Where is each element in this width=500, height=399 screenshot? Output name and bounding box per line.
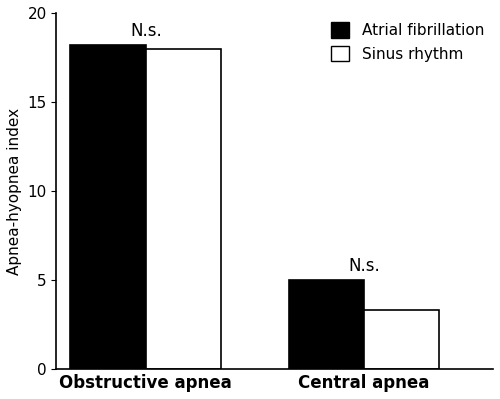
Text: N.s.: N.s. (348, 257, 380, 275)
Bar (364, 310, 440, 369)
Legend: Atrial fibrillation, Sinus rhythm: Atrial fibrillation, Sinus rhythm (325, 16, 490, 68)
Bar (70, 45, 146, 369)
Text: N.s.: N.s. (130, 22, 162, 40)
Bar (146, 49, 221, 369)
Y-axis label: Apnea-hyopnea index: Apnea-hyopnea index (7, 107, 22, 275)
Bar (288, 280, 364, 369)
